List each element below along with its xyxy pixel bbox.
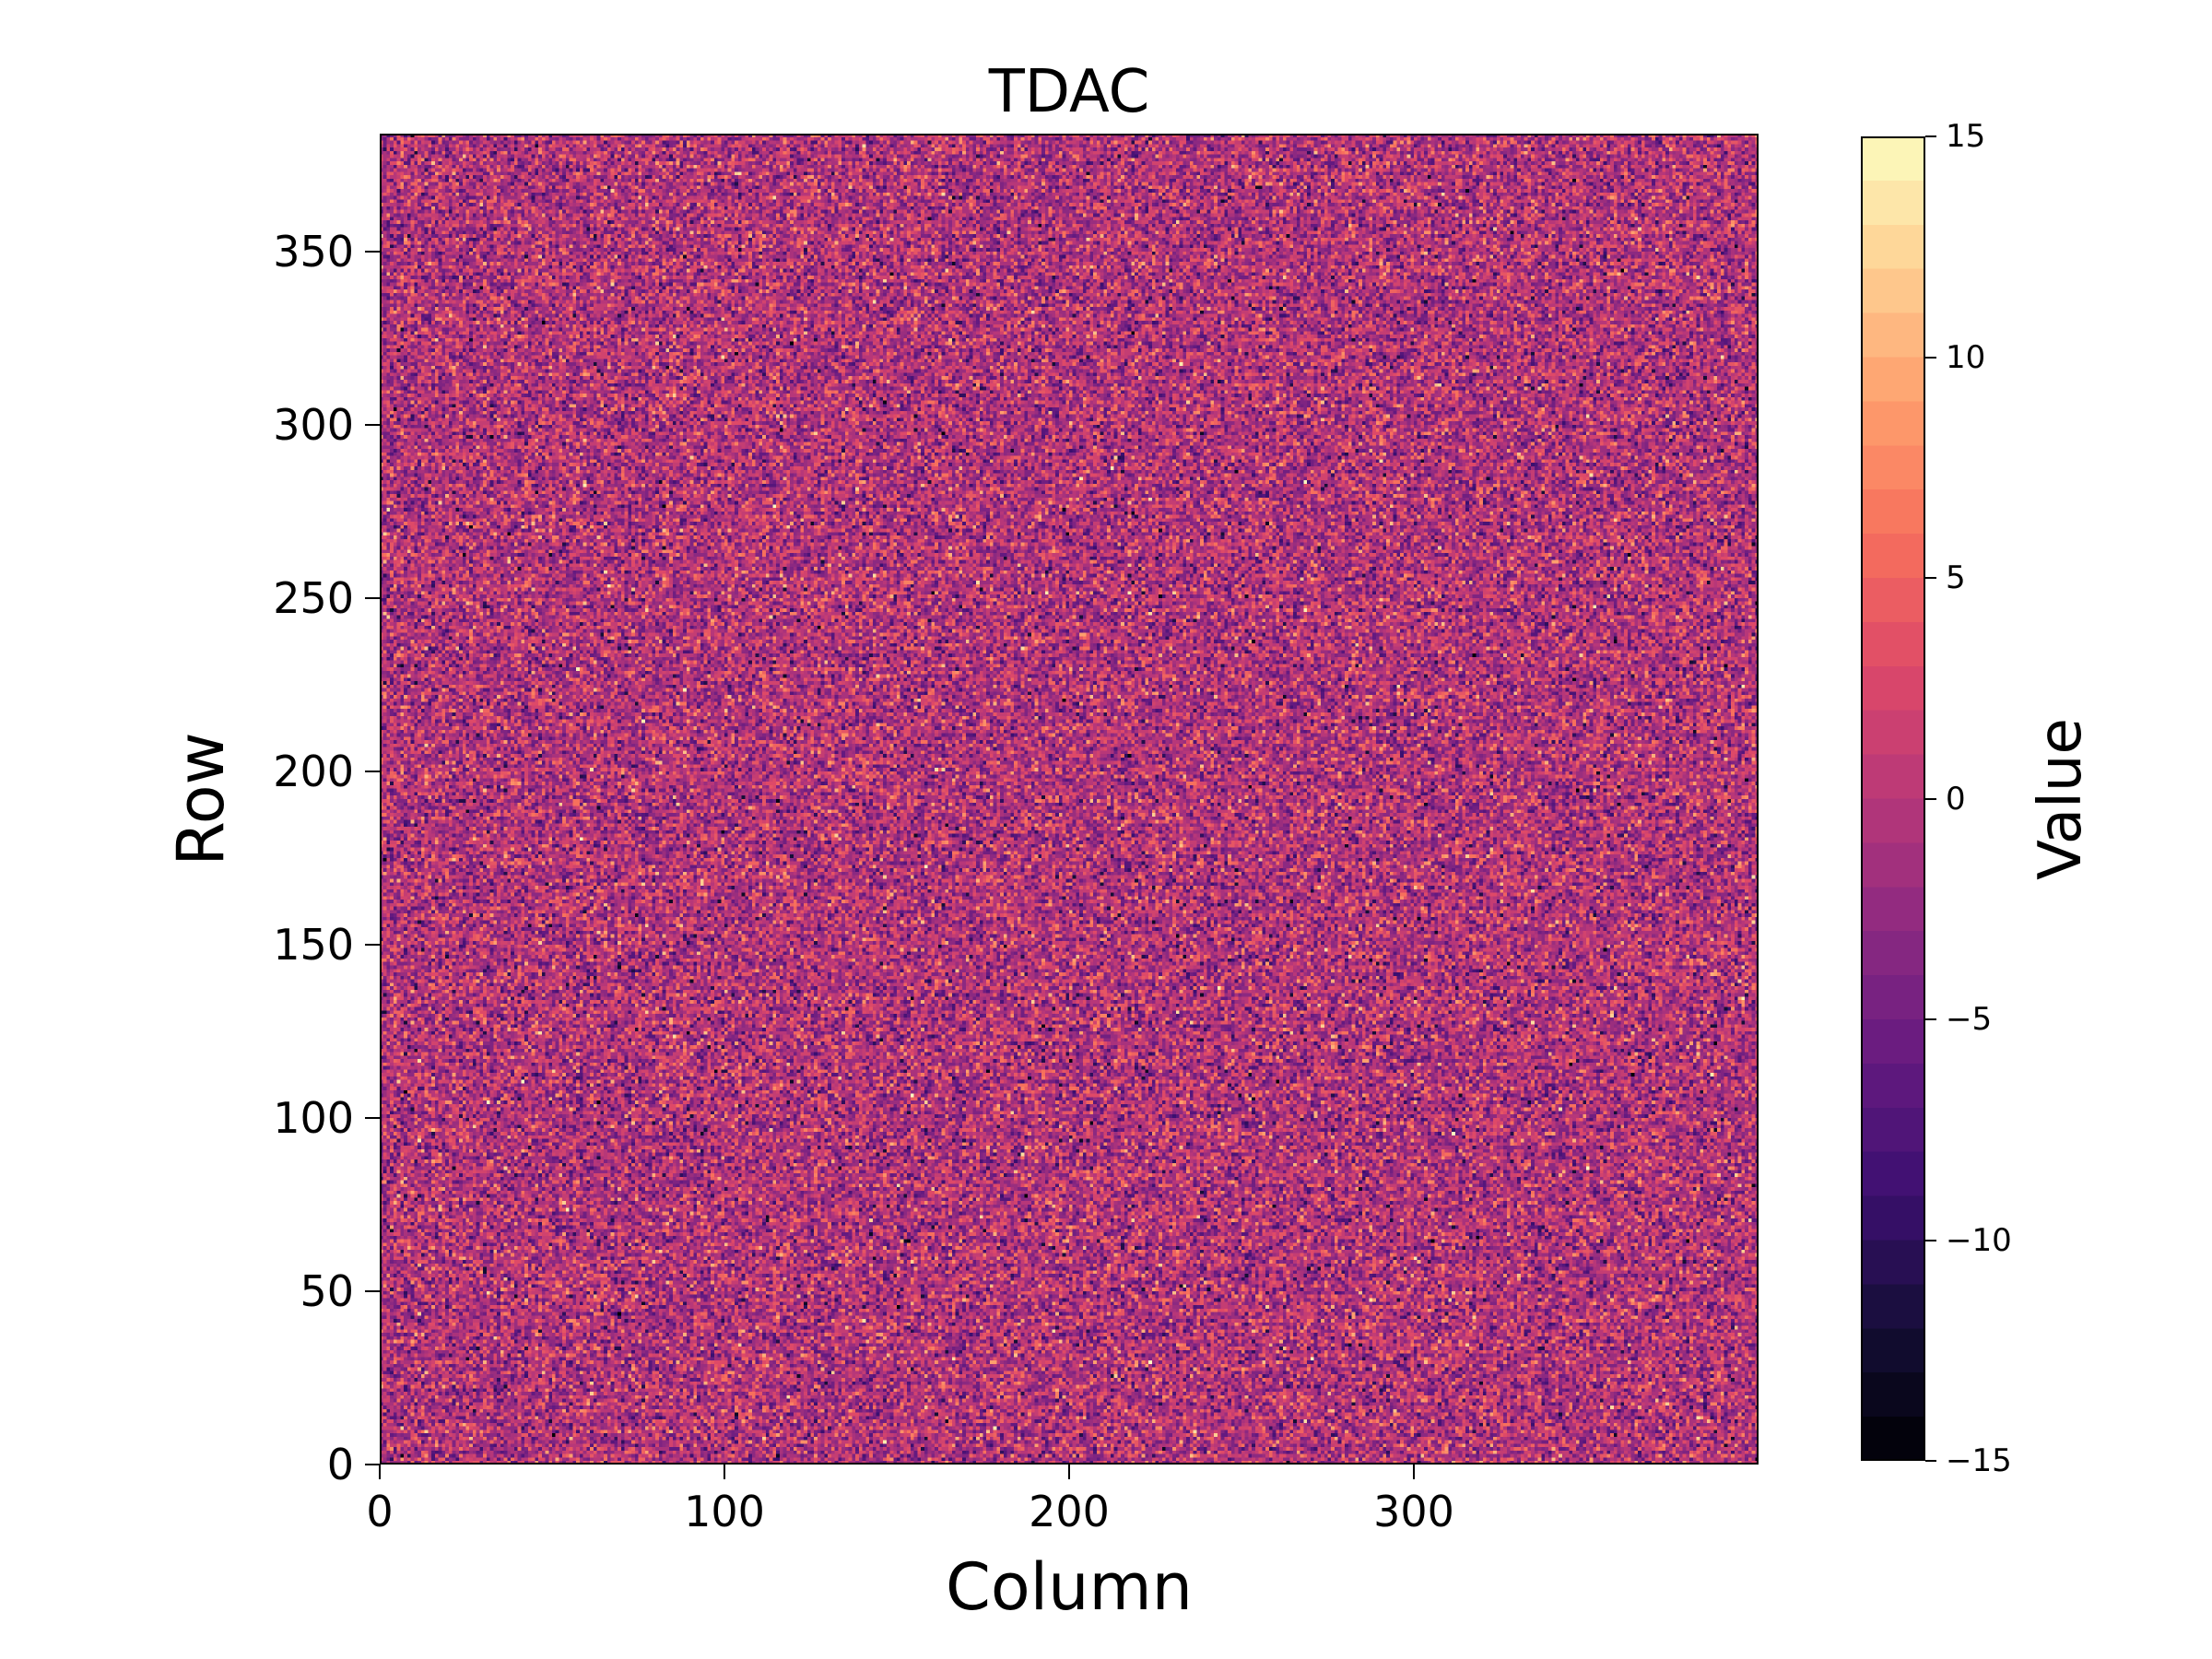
y-tick-mark [365, 770, 380, 772]
colorbar-tick-mark [1925, 135, 1936, 137]
x-tick-mark [379, 1465, 381, 1479]
heatmap-canvas [380, 134, 1759, 1465]
x-tick-label: 300 [1373, 1487, 1454, 1536]
x-axis-label: Column [945, 1549, 1194, 1625]
x-tick-label: 0 [366, 1487, 394, 1536]
colorbar-tick-label: 10 [1946, 338, 1986, 376]
y-tick-mark [365, 1116, 380, 1119]
colorbar [1861, 136, 1925, 1461]
x-tick-mark [724, 1465, 725, 1479]
y-tick-mark [365, 250, 380, 253]
colorbar-tick-label: −10 [1946, 1221, 2012, 1259]
x-tick-mark [1413, 1465, 1415, 1479]
colorbar-tick-label: −5 [1946, 1001, 1993, 1038]
y-tick-label: 150 [273, 919, 354, 970]
colorbar-tick-mark [1925, 356, 1936, 359]
colorbar-tick-label: 0 [1946, 780, 1966, 818]
x-tick-label: 200 [1029, 1487, 1110, 1536]
y-tick-label: 350 [273, 226, 354, 276]
colorbar-tick-label: 5 [1946, 559, 1966, 596]
colorbar-canvas [1861, 136, 1925, 1461]
y-tick-label: 0 [326, 1440, 354, 1489]
y-tick-mark [365, 1464, 380, 1465]
y-tick-label: 250 [273, 572, 354, 623]
y-tick-label: 300 [273, 399, 354, 450]
colorbar-tick-mark [1925, 797, 1936, 800]
chart-title: TDAC [988, 58, 1150, 126]
colorbar-tick-label: 15 [1946, 118, 1986, 155]
x-tick-label: 100 [684, 1487, 765, 1536]
heatmap-plot-area [380, 134, 1759, 1465]
y-tick-mark [365, 423, 380, 426]
colorbar-tick-label: −15 [1946, 1442, 2012, 1479]
colorbar-tick-mark [1925, 577, 1936, 579]
y-tick-label: 50 [300, 1265, 354, 1316]
colorbar-tick-mark [1925, 1460, 1936, 1462]
y-tick-mark [365, 1289, 380, 1292]
x-tick-mark [1068, 1465, 1070, 1479]
y-tick-label: 100 [273, 1092, 354, 1143]
y-tick-label: 200 [273, 746, 354, 796]
y-tick-mark [365, 596, 380, 599]
colorbar-label: Value [2027, 718, 2095, 880]
y-tick-mark [365, 943, 380, 946]
colorbar-tick-mark [1925, 1018, 1936, 1020]
colorbar-tick-mark [1925, 1239, 1936, 1241]
